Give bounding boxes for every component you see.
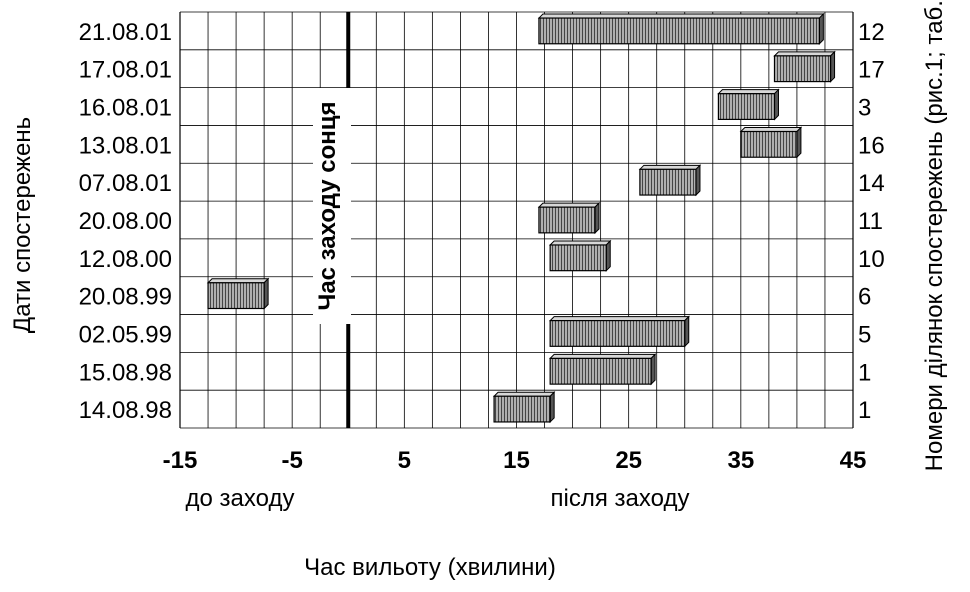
x-tick-label: 35 (727, 447, 754, 474)
y-left-tick-labels: 21.08.01 17.08.01 16.08.01 13.08.01 07.08.01… (79, 19, 172, 424)
y-tick-label-plot-number: 3 (858, 95, 871, 122)
sunset-label: Час заходу сонця (314, 101, 341, 310)
bar (537, 12, 825, 45)
bar-top-face (548, 316, 690, 322)
y-tick-label-plot-number: 16 (858, 132, 885, 159)
x-tick-label: -15 (163, 447, 198, 474)
y-tick-label-plot-number: 10 (858, 246, 885, 273)
bar (773, 50, 836, 83)
y-tick-label-plot-number: 6 (858, 284, 871, 311)
bar-top-face (492, 391, 556, 397)
x-sub-label-before: до заходу (186, 485, 295, 512)
bar-front-face (538, 206, 596, 234)
bar-front-face (549, 244, 607, 272)
bar-front-face (207, 282, 265, 310)
bar-top-face (717, 89, 780, 95)
y-tick-label-date: 02.05.99 (79, 321, 172, 348)
y-tick-label-date: 17.08.01 (79, 57, 172, 84)
y-tick-label-plot-number: 12 (858, 19, 885, 46)
bar-top-face (548, 353, 657, 359)
bar (548, 315, 690, 348)
bar (548, 239, 612, 272)
x-tick-label: 15 (503, 447, 530, 474)
bar (548, 353, 657, 386)
bar-front-face (538, 17, 820, 45)
y-tick-label-date: 20.08.99 (79, 284, 172, 311)
grid (179, 11, 854, 429)
y-tick-label-plot-number: 1 (858, 397, 871, 424)
y-tick-label-date: 07.08.01 (79, 170, 172, 197)
bar-front-face (549, 319, 686, 347)
y-tick-label-date: 14.08.98 (79, 397, 172, 424)
bar-top-face (638, 164, 702, 170)
x-axis-title: Час вильоту (хвилини) (304, 554, 556, 581)
x-tick-label: 5 (398, 447, 411, 474)
y-tick-label-plot-number: 1 (858, 359, 871, 386)
y-tick-label-plot-number: 17 (858, 57, 885, 84)
y-tick-label-date: 20.08.00 (79, 208, 172, 235)
x-sub-label-after: після заходу (551, 485, 690, 512)
x-tick-labels: -15 -5 5 15 25 35 45 (163, 447, 867, 474)
y-tick-label-date: 13.08.01 (79, 132, 172, 159)
bar-front-face (493, 395, 551, 423)
bar-front-face (549, 357, 652, 385)
plot-frame (179, 12, 854, 428)
bar-front-face (717, 93, 776, 121)
bars (206, 12, 836, 424)
bar-top-face (537, 202, 601, 208)
bar (537, 201, 601, 235)
x-tick-label: -5 (281, 447, 302, 474)
x-tick-label: 25 (615, 447, 642, 474)
bar-front-face (740, 130, 798, 158)
x-tick-label: 45 (840, 447, 867, 474)
y-axis-title-right: Номери ділянок спостережень (рис.1; таб.… (921, 0, 948, 471)
bar-top-face (537, 13, 825, 19)
sunset-label-background (313, 88, 351, 324)
bar (739, 126, 803, 159)
bar-top-face (206, 278, 270, 284)
y-tick-label-date: 12.08.00 (79, 246, 172, 273)
bar-front-face (639, 168, 697, 196)
y-tick-label-plot-number: 5 (858, 321, 871, 348)
y-tick-label-plot-number: 11 (858, 208, 883, 235)
bar (638, 164, 702, 197)
bar-front-face (773, 55, 832, 83)
bar (206, 277, 270, 310)
bar-top-face (739, 127, 803, 133)
y-axis-title-left: Дати спостережень (9, 117, 36, 333)
y-tick-label-date: 16.08.01 (79, 95, 172, 122)
bar (717, 88, 780, 121)
y-tick-label-plot-number: 14 (858, 170, 885, 197)
y-tick-label-date: 15.08.98 (79, 359, 172, 386)
y-tick-label-date: 21.08.01 (79, 19, 172, 46)
bar (492, 391, 556, 424)
